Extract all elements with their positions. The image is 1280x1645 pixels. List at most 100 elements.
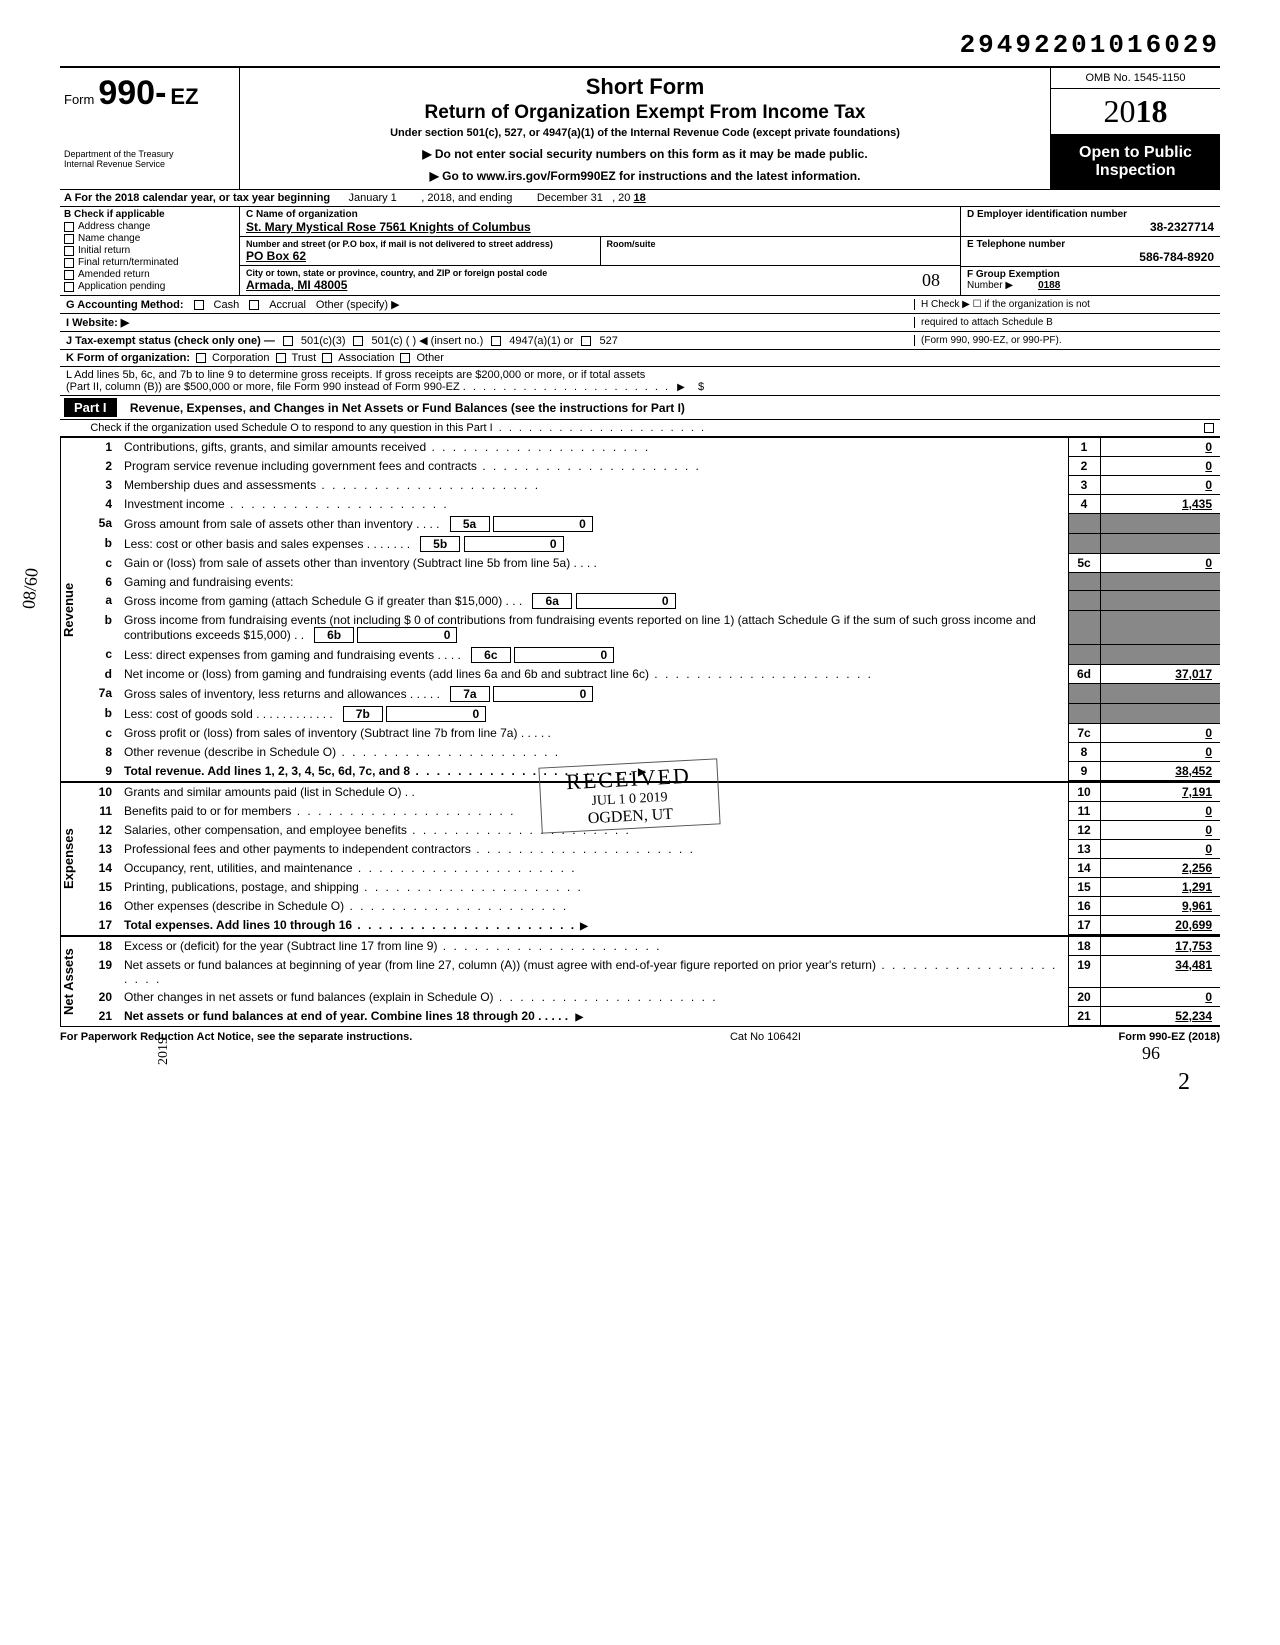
open-public-2: Inspection — [1053, 162, 1218, 180]
i-label: I Website: ▶ — [66, 317, 129, 329]
room-cell: Room/suite — [600, 237, 961, 265]
part1-badge: Part I — [64, 398, 117, 417]
chk-trust[interactable] — [276, 353, 286, 363]
line-15: 15Printing, publications, postage, and s… — [86, 878, 1220, 897]
line-2: 2Program service revenue including gover… — [86, 457, 1220, 476]
open-public-1: Open to Public — [1053, 144, 1218, 162]
expenses-side-label: Expenses — [60, 783, 86, 935]
right-block-def: D Employer identification number 38-2327… — [960, 207, 1220, 295]
part1-check-text: Check if the organization used Schedule … — [90, 422, 492, 434]
handwrite-08-60: 08/60 — [18, 567, 42, 610]
k-opt-2: Association — [338, 352, 394, 364]
footer-mid: Cat No 10642I — [730, 1031, 801, 1043]
city-value: Armada, MI 48005 — [246, 278, 954, 292]
ein-value: 38-2327714 — [967, 220, 1214, 234]
line-1: 1Contributions, gifts, grants, and simil… — [86, 438, 1220, 457]
addr-label: Number and street (or P.O box, if mail i… — [246, 239, 594, 249]
form-code: Form 990-EZ — [64, 74, 235, 113]
f-group-cell: F Group Exemption Number ▶ 0188 — [961, 267, 1220, 293]
line-18: 18Excess or (deficit) for the year (Subt… — [86, 937, 1220, 956]
line-a-label: A For the 2018 calendar year, or tax yea… — [64, 192, 330, 204]
ssn-warning: ▶ Do not enter social security numbers o… — [250, 147, 1040, 161]
g-label: G Accounting Method: — [66, 299, 184, 311]
g-opt-0: Cash — [214, 299, 240, 311]
tax-year: 2018 — [1051, 89, 1220, 135]
chk-501c3[interactable] — [283, 336, 293, 346]
j-opt-0: 501(c)(3) — [301, 335, 346, 347]
row-l: L Add lines 5b, 6c, and 7b to line 9 to … — [60, 367, 1220, 396]
form-header: Form 990-EZ Department of the Treasury I… — [60, 66, 1220, 190]
line-13: 13Professional fees and other payments t… — [86, 840, 1220, 859]
name-block: C Name of organization St. Mary Mystical… — [240, 207, 960, 295]
line-3: 3Membership dues and assessments30 — [86, 476, 1220, 495]
chk-amended-return[interactable] — [64, 270, 74, 280]
line-5a: 5aGross amount from sale of assets other… — [86, 514, 1220, 534]
chk-lbl-0: Address change — [78, 221, 150, 232]
yr-suffix: , 20 — [612, 192, 630, 204]
h-line1: H Check ▶ ☐ if the organization is not — [921, 299, 1214, 310]
footer: For Paperwork Reduction Act Notice, see … — [60, 1027, 1220, 1043]
line-9: 9Total revenue. Add lines 1, 2, 3, 4, 5c… — [86, 762, 1220, 781]
j-label: J Tax-exempt status (check only one) — — [66, 335, 275, 347]
chk-name-change[interactable] — [64, 234, 74, 244]
part1-title: Revenue, Expenses, and Changes in Net As… — [130, 401, 685, 415]
line-7a: 7aGross sales of inventory, less returns… — [86, 684, 1220, 704]
k-opt-0: Corporation — [212, 352, 269, 364]
chk-association[interactable] — [322, 353, 332, 363]
row-k: K Form of organization: Corporation Trus… — [60, 350, 1220, 367]
handwrite-2019: 2019 — [156, 1037, 172, 1065]
footer-right: Form 990-EZ (2018) — [1119, 1031, 1220, 1043]
chk-527[interactable] — [581, 336, 591, 346]
yr-val: 18 — [633, 192, 645, 204]
line-12: 12Salaries, other compensation, and empl… — [86, 821, 1220, 840]
chk-corporation[interactable] — [196, 353, 206, 363]
chk-lbl-1: Name change — [78, 233, 140, 244]
revenue-side-label: Revenue — [60, 438, 86, 781]
revenue-section: Revenue 1Contributions, gifts, grants, a… — [60, 437, 1220, 782]
chk-other-org[interactable] — [400, 353, 410, 363]
chk-initial-return[interactable] — [64, 246, 74, 256]
omb-number: OMB No. 1545-1150 — [1051, 68, 1220, 89]
form-prefix: Form — [64, 92, 94, 107]
addr-value: PO Box 62 — [246, 249, 594, 263]
line-17: 17Total expenses. Add lines 10 through 1… — [86, 916, 1220, 935]
check-column-b: B Check if applicable Address change Nam… — [60, 207, 240, 295]
h-line2: required to attach Schedule B — [921, 317, 1214, 328]
begin-date: January 1 — [348, 192, 396, 204]
chk-501c[interactable] — [353, 336, 363, 346]
l-line1: L Add lines 5b, 6c, and 7b to line 9 to … — [66, 369, 1214, 381]
j-opt-1: 501(c) ( ) ◀ (insert no.) — [371, 334, 483, 347]
expenses-table: 10Grants and similar amounts paid (list … — [86, 783, 1220, 935]
chk-lbl-4: Amended return — [78, 269, 150, 280]
line-6b: bGross income from fundraising events (n… — [86, 611, 1220, 645]
g-opt-1: Accrual — [269, 299, 306, 311]
net-assets-section: Net Assets 18Excess or (deficit) for the… — [60, 936, 1220, 1027]
subtitle: Under section 501(c), 527, or 4947(a)(1)… — [250, 127, 1040, 139]
line-7c: cGross profit or (loss) from sales of in… — [86, 724, 1220, 743]
header-left: Form 990-EZ Department of the Treasury I… — [60, 68, 240, 189]
arrow-icon — [673, 381, 689, 393]
line-10: 10Grants and similar amounts paid (list … — [86, 783, 1220, 802]
form-number-big: 990- — [98, 74, 166, 113]
chk-lbl-2: Initial return — [78, 245, 130, 256]
line-6: 6Gaming and fundraising events: — [86, 573, 1220, 591]
chk-4947[interactable] — [491, 336, 501, 346]
chk-accrual[interactable] — [249, 300, 259, 310]
e-phone-cell: E Telephone number 586-784-8920 — [961, 237, 1220, 267]
line-6c: cLess: direct expenses from gaming and f… — [86, 645, 1220, 665]
chk-application-pending[interactable] — [64, 282, 74, 292]
chk-schedule-o[interactable] — [1204, 423, 1214, 433]
chk-address-change[interactable] — [64, 222, 74, 232]
line-11: 11Benefits paid to or for members110 — [86, 802, 1220, 821]
line-8: 8Other revenue (describe in Schedule O)8… — [86, 743, 1220, 762]
f-label: F Group Exemption — [967, 269, 1060, 280]
chk-final-return[interactable] — [64, 258, 74, 268]
line-21: 21Net assets or fund balances at end of … — [86, 1007, 1220, 1026]
line-6a: aGross income from gaming (attach Schedu… — [86, 591, 1220, 611]
chk-cash[interactable] — [194, 300, 204, 310]
j-opt-3: 527 — [599, 335, 617, 347]
line-20: 20Other changes in net assets or fund ba… — [86, 988, 1220, 1007]
ok-stamp: 08 — [922, 270, 940, 291]
group-no: 0188 — [1038, 280, 1060, 291]
net-assets-table: 18Excess or (deficit) for the year (Subt… — [86, 937, 1220, 1026]
